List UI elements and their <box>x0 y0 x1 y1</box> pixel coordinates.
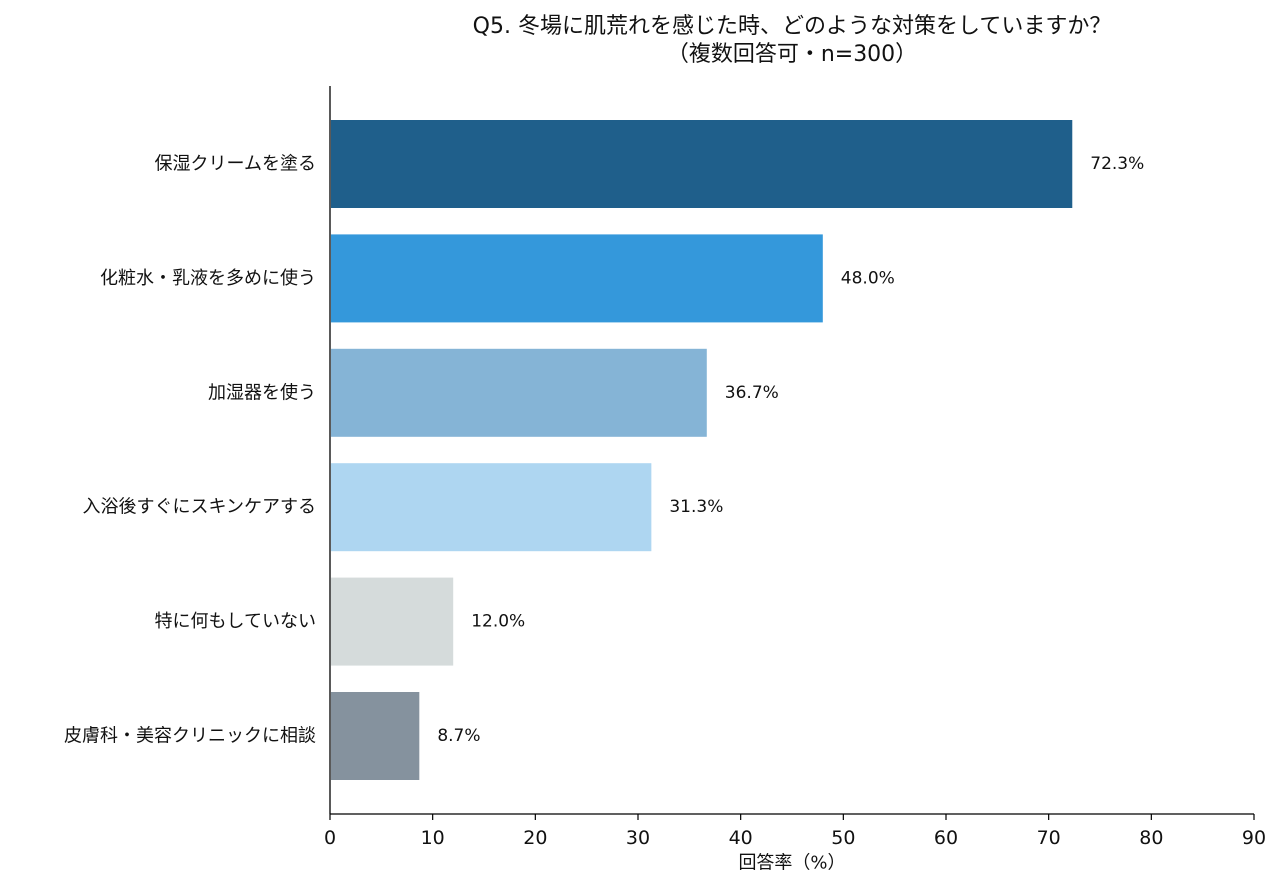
value-label: 72.3% <box>1090 154 1144 174</box>
bar <box>331 348 707 437</box>
x-tick-label: 30 <box>626 827 650 849</box>
x-tick-label: 0 <box>324 827 336 849</box>
x-tick-label: 10 <box>421 827 445 849</box>
bar <box>331 463 652 552</box>
chart-title-line-1: Q5. 冬場に肌荒れを感じた時、どのような対策をしていますか？ <box>472 14 1112 39</box>
category-label: 保湿クリームを塗る <box>155 153 316 175</box>
x-tick-label: 40 <box>729 827 753 849</box>
bar <box>331 692 420 780</box>
value-label: 12.0% <box>471 612 525 632</box>
category-label: 特に何もしていない <box>155 611 316 632</box>
chart-title-line-2: （複数回答可・n=300） <box>666 42 918 67</box>
category-label: 皮膚科・美容クリニックに相談 <box>64 726 316 747</box>
category-label: 化粧水・乳液を多めに使う <box>100 268 316 289</box>
x-tick-label: 60 <box>934 827 958 849</box>
x-tick-label: 20 <box>523 827 547 849</box>
bar <box>331 120 1073 208</box>
x-axis-label: 回答率（%） <box>738 853 845 874</box>
x-tick-label: 50 <box>831 827 855 849</box>
bar <box>331 234 823 323</box>
bar <box>331 577 454 666</box>
value-label: 8.7% <box>437 726 480 746</box>
category-label: 加湿器を使う <box>208 382 316 403</box>
value-label: 36.7% <box>725 383 779 403</box>
value-label: 48.0% <box>841 268 895 288</box>
value-label: 31.3% <box>669 497 723 517</box>
x-tick-label: 70 <box>1037 827 1061 849</box>
x-tick-label: 80 <box>1139 827 1163 849</box>
category-label: 入浴後すぐにスキンケアする <box>83 497 316 518</box>
x-tick-label: 90 <box>1242 827 1266 849</box>
